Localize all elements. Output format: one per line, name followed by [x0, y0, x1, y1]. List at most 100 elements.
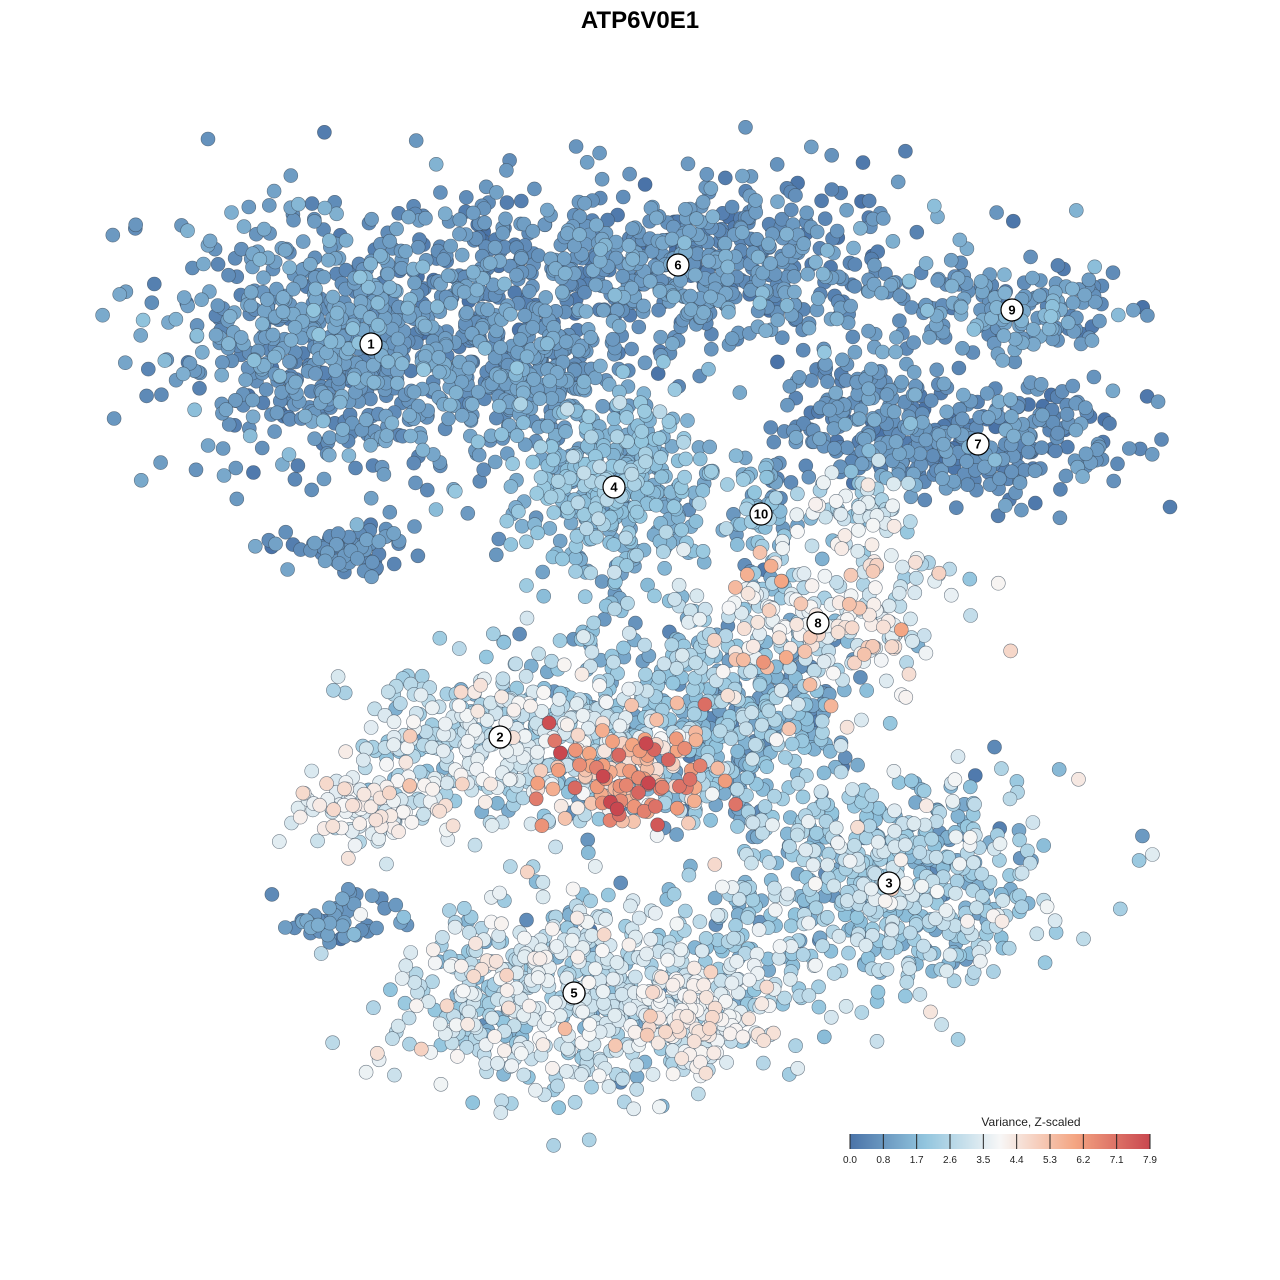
- data-point: [307, 535, 323, 551]
- data-point: [811, 999, 827, 1015]
- data-point: [546, 505, 562, 520]
- data-point: [525, 454, 541, 470]
- data-point: [432, 364, 447, 380]
- data-point: [767, 880, 782, 896]
- data-point: [652, 284, 668, 299]
- data-point: [583, 565, 599, 581]
- data-point: [1092, 313, 1107, 329]
- data-point: [503, 306, 518, 322]
- data-point: [1105, 265, 1121, 281]
- data-point: [341, 448, 357, 463]
- data-point: [264, 887, 280, 902]
- data-point: [950, 749, 966, 764]
- data-point: [920, 302, 935, 318]
- data-point: [388, 897, 404, 913]
- data-point: [1086, 369, 1102, 385]
- data-point: [689, 588, 705, 604]
- data-point: [658, 524, 674, 540]
- data-point: [828, 820, 844, 836]
- data-point: [519, 349, 535, 365]
- data-point: [770, 312, 786, 328]
- data-point: [428, 157, 444, 172]
- data-point: [317, 553, 333, 569]
- data-point: [637, 637, 652, 653]
- data-point: [335, 918, 350, 934]
- data-point: [1053, 482, 1068, 497]
- data-point: [607, 601, 623, 617]
- data-point: [216, 468, 232, 483]
- data-point: [364, 888, 380, 904]
- data-point: [955, 411, 970, 427]
- data-point: [1131, 853, 1147, 868]
- data-point: [592, 459, 607, 475]
- data-point: [916, 938, 931, 954]
- data-point: [705, 209, 721, 224]
- data-point: [813, 784, 829, 800]
- data-point: [901, 475, 916, 491]
- data-point: [1150, 394, 1166, 410]
- data-point: [674, 647, 690, 663]
- data-point: [934, 1017, 949, 1032]
- data-point: [543, 489, 559, 505]
- data-point: [853, 670, 868, 685]
- data-point: [1051, 762, 1067, 777]
- data-point: [1004, 409, 1019, 424]
- data-point: [720, 477, 735, 492]
- data-point: [655, 544, 671, 560]
- data-point: [992, 471, 1007, 487]
- data-point: [221, 336, 236, 352]
- data-point: [592, 145, 607, 161]
- data-point: [499, 195, 515, 210]
- data-point: [1006, 428, 1021, 444]
- data-point: [695, 543, 711, 559]
- data-point: [969, 900, 984, 916]
- data-point: [242, 428, 258, 444]
- data-point: [916, 783, 932, 799]
- data-point: [379, 856, 394, 872]
- data-point: [538, 290, 554, 305]
- data-point: [990, 508, 1006, 524]
- data-point: [256, 270, 271, 286]
- data-point: [1012, 475, 1028, 491]
- data-point: [898, 837, 913, 853]
- data-point: [326, 682, 341, 698]
- data-point: [1037, 955, 1053, 971]
- data-point: [926, 198, 942, 214]
- data-point: [918, 256, 934, 271]
- data-point: [396, 909, 412, 925]
- data-point: [930, 273, 946, 288]
- data-point: [892, 313, 907, 329]
- data-point: [323, 334, 339, 350]
- data-point: [703, 181, 719, 196]
- data-point: [550, 1078, 565, 1094]
- data-point: [476, 462, 492, 478]
- data-point: [565, 449, 581, 465]
- data-point: [692, 914, 708, 930]
- data-point: [291, 196, 306, 212]
- data-point: [512, 626, 527, 642]
- data-point: [801, 988, 817, 1003]
- data-point: [1021, 431, 1036, 447]
- data-point: [611, 318, 627, 334]
- data-point: [903, 611, 918, 627]
- data-point: [694, 943, 710, 959]
- data-point: [619, 410, 635, 425]
- data-point: [215, 355, 230, 370]
- data-point: [822, 402, 837, 418]
- data-point: [887, 823, 903, 839]
- data-point: [379, 428, 395, 443]
- data-point: [545, 452, 561, 468]
- data-point: [790, 696, 806, 712]
- data-point: [389, 375, 405, 391]
- data-point: [535, 874, 551, 890]
- data-point: [454, 408, 470, 423]
- data-point: [195, 344, 210, 360]
- data-point: [415, 259, 431, 275]
- data-point: [559, 1064, 574, 1079]
- data-point: [1065, 281, 1080, 297]
- data-point: [1122, 441, 1137, 456]
- data-point: [105, 227, 121, 243]
- data-point: [831, 928, 847, 944]
- data-point: [406, 384, 422, 400]
- data-point: [627, 969, 643, 985]
